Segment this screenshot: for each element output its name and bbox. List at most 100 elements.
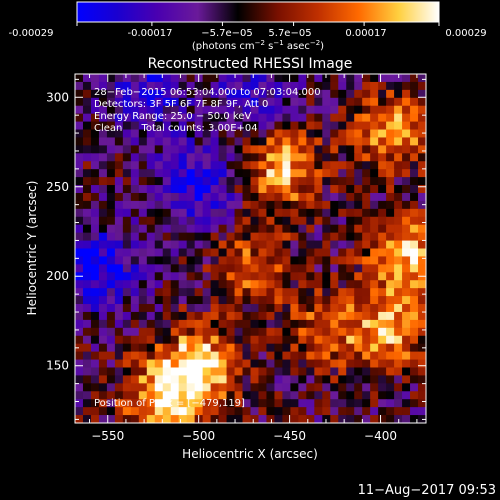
heatmap-cell (154, 288, 164, 297)
heatmap-cell (266, 327, 275, 337)
heatmap-cell (314, 129, 323, 138)
heatmap-cell (130, 311, 140, 321)
heatmap-cell (362, 145, 371, 154)
heatmap-cell (274, 74, 283, 83)
heatmap-cell (250, 311, 259, 321)
heatmap-cell (242, 240, 251, 249)
heatmap-cell (394, 304, 403, 313)
heatmap-cell (146, 311, 156, 321)
heatmap-cell (138, 192, 148, 202)
y-tick-label: 250 (46, 180, 69, 194)
heatmap-cell (98, 296, 108, 305)
heatmap-cell (170, 391, 180, 400)
heatmap-cell (250, 74, 259, 83)
heatmap-cell (130, 296, 140, 305)
heatmap-cell (394, 343, 403, 353)
heatmap-cell (402, 185, 411, 194)
heatmap-cell (314, 216, 323, 226)
heatmap-cell (266, 319, 275, 329)
heatmap-cell (410, 74, 419, 83)
heatmap-cell (90, 415, 100, 423)
heatmap-cell (370, 327, 379, 337)
heatmap-cell (322, 208, 331, 218)
heatmap-cell (178, 129, 188, 138)
heatmap-cell (378, 367, 387, 376)
heatmap-cell (410, 200, 419, 210)
heatmap-cell (82, 240, 92, 249)
heatmap-cell (402, 343, 411, 353)
heatmap-cell (114, 311, 124, 321)
heatmap-cell (322, 121, 331, 131)
heatmap-cell (394, 375, 403, 384)
heatmap-cell (410, 81, 419, 91)
heatmap-cell (162, 81, 172, 91)
heatmap-cell (90, 74, 100, 83)
heatmap-cell (314, 192, 323, 202)
heatmap-cell (90, 248, 100, 257)
heatmap-cell (338, 169, 347, 178)
colorbar-tick-label: 5.7e−05 (268, 28, 311, 39)
heatmap-cell (162, 192, 172, 202)
heatmap-cell (410, 311, 419, 321)
heatmap-cell (354, 232, 363, 242)
heatmap-cell (75, 161, 84, 170)
heatmap-cell (75, 327, 84, 337)
heatmap-cell (154, 145, 164, 154)
heatmap-cell (114, 296, 124, 305)
heatmap-cell (154, 208, 164, 218)
heatmap-cell (250, 145, 259, 154)
heatmap-cell (250, 216, 259, 226)
heatmap-cell (402, 137, 411, 146)
heatmap-cell (266, 129, 275, 138)
heatmap-cell (186, 264, 196, 273)
heatmap-cell (362, 327, 371, 337)
heatmap-cell (75, 232, 84, 242)
heatmap-cell (170, 272, 180, 281)
heatmap-cell (274, 216, 283, 226)
heatmap-cell (354, 327, 363, 337)
heatmap-cell (314, 335, 323, 345)
heatmap-cell (258, 137, 267, 146)
heatmap-cell (82, 97, 92, 107)
heatmap-cell (370, 129, 379, 138)
heatmap-cell (282, 81, 291, 91)
heatmap-cell (354, 335, 363, 345)
heatmap-cell (250, 169, 259, 178)
heatmap-cell (178, 200, 188, 210)
heatmap-cell (194, 216, 204, 226)
heatmap-cell (266, 407, 275, 416)
heatmap-cell (162, 97, 172, 107)
heatmap-cell (306, 200, 315, 210)
heatmap-cell (138, 367, 148, 376)
heatmap-cell (210, 248, 220, 257)
heatmap-cell (354, 415, 363, 423)
heatmap-cell (210, 311, 220, 321)
heatmap-cell (282, 169, 291, 178)
heatmap-cell (234, 105, 244, 115)
heatmap-cell (418, 145, 426, 154)
heatmap-cell (114, 383, 124, 392)
heatmap-cell (226, 240, 236, 249)
heatmap-cell (338, 343, 347, 353)
heatmap-cell (130, 153, 140, 162)
heatmap-cell (106, 311, 116, 321)
heatmap-cell (138, 327, 148, 337)
heatmap-cell (98, 248, 108, 257)
heatmap-cell (418, 224, 426, 234)
heatmap-cell (266, 399, 275, 408)
heatmap-cell (154, 272, 164, 281)
heatmap-cell (306, 407, 315, 416)
heatmap-cell (234, 391, 244, 400)
heatmap-cell (170, 89, 180, 99)
heatmap-cell (322, 391, 331, 400)
heatmap-cell (418, 161, 426, 170)
heatmap-cell (282, 240, 291, 249)
heatmap-cell (162, 391, 172, 400)
heatmap-cell (378, 74, 387, 83)
heatmap-cell (242, 407, 251, 416)
heatmap-cell (146, 343, 156, 353)
heatmap-cell (274, 137, 283, 146)
heatmap-cell (170, 248, 180, 257)
heatmap-cell (130, 169, 140, 178)
heatmap-cell (282, 256, 291, 265)
